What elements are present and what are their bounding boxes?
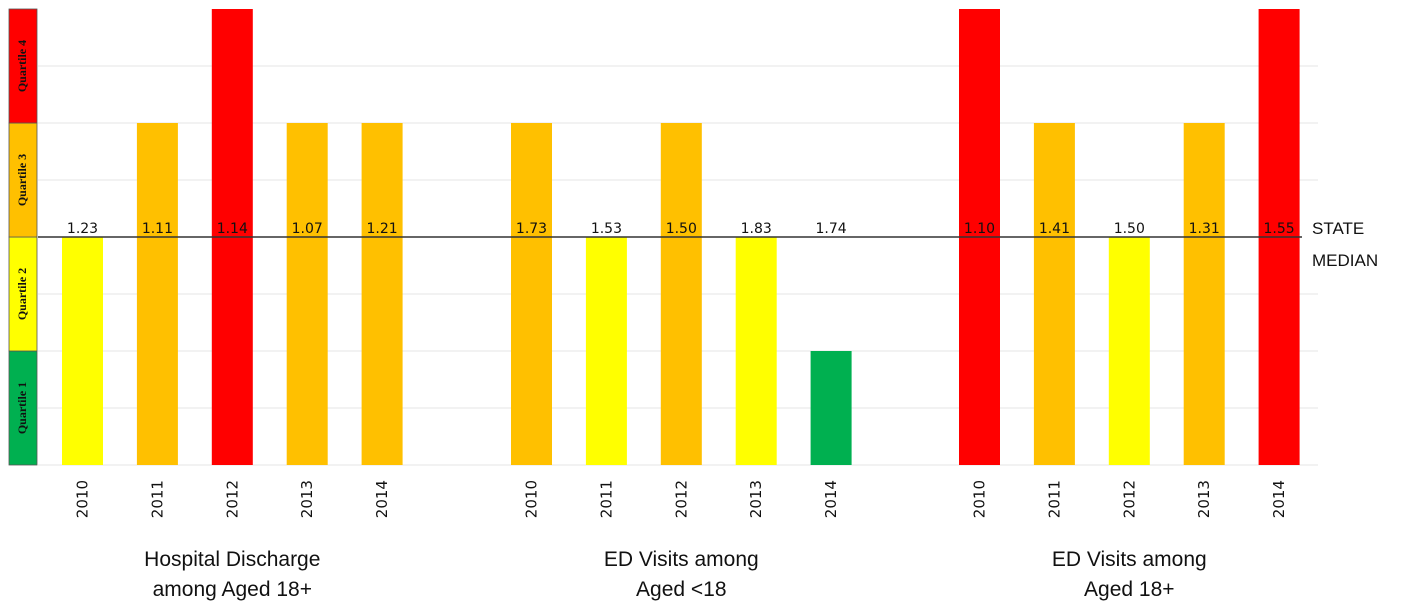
bar: [136, 123, 178, 465]
year-tick-label: 2013: [1195, 480, 1213, 518]
group-label: Aged <18: [636, 578, 727, 601]
group-label: among Aged 18+: [153, 578, 312, 601]
quartile-label-4: Quartile 4: [15, 40, 29, 92]
group-label: Hospital Discharge: [144, 548, 320, 571]
year-tick-labels: 2010 2011 2012 2013 2014 2010 2011 2012 2013 2014…: [74, 480, 1289, 518]
group-label: ED Visits among: [604, 548, 759, 571]
year-tick-label: 2010: [523, 480, 541, 518]
value-label: 1.10: [964, 221, 995, 237]
bar: [585, 237, 627, 465]
value-label: 1.23: [67, 221, 98, 237]
bar: [361, 123, 403, 465]
value-label: 1.50: [1114, 221, 1145, 237]
bar: [735, 237, 777, 465]
bar: [1108, 237, 1150, 465]
bar: [1183, 123, 1225, 465]
group-label: ED Visits among: [1052, 548, 1207, 571]
year-tick-label: 2012: [1120, 480, 1138, 518]
group-labels: Hospital Discharge among Aged 18+ ED Visit…: [144, 548, 1207, 601]
bar: [286, 123, 328, 465]
bars: [62, 9, 1300, 465]
year-tick-label: 2011: [597, 480, 615, 518]
year-tick-label: 2011: [1045, 480, 1063, 518]
quartile-label-1: Quartile 1: [15, 382, 29, 434]
quartile-band-3: [8, 122, 38, 238]
value-label: 1.50: [666, 221, 697, 237]
value-labels: 1.23 1.11 1.14 1.07 1.21 1.73 1.53 1.50 1.83 1.74…: [67, 221, 1295, 237]
bar: [511, 123, 552, 465]
bar: [660, 123, 702, 465]
quartile-label-3: Quartile 3: [15, 154, 29, 206]
value-label: 1.73: [516, 221, 547, 237]
value-label: 1.21: [367, 221, 398, 237]
value-label: 1.74: [816, 221, 847, 237]
bar: [62, 237, 103, 465]
year-tick-label: 2010: [971, 480, 989, 518]
year-tick-label: 2010: [74, 480, 92, 518]
value-label: 1.14: [217, 221, 248, 237]
value-label: 1.07: [292, 221, 323, 237]
bar: [1033, 123, 1075, 465]
quartile-band-1: [8, 350, 38, 466]
value-label: 1.53: [591, 221, 622, 237]
year-tick-label: 2011: [148, 480, 166, 518]
value-label: 1.83: [741, 221, 772, 237]
year-tick-label: 2014: [373, 480, 391, 518]
state-median-label: MEDIAN: [1312, 251, 1378, 270]
value-label: 1.11: [142, 221, 173, 237]
value-label: 1.31: [1189, 221, 1220, 237]
quartile-band-4: [8, 8, 38, 124]
year-tick-label: 2014: [1270, 480, 1288, 518]
group-label: Aged 18+: [1084, 578, 1175, 601]
year-tick-label: 2013: [747, 480, 765, 518]
year-tick-label: 2013: [298, 480, 316, 518]
year-tick-label: 2014: [822, 480, 840, 518]
value-label: 1.41: [1039, 221, 1070, 237]
year-tick-label: 2012: [223, 480, 241, 518]
state-median: STATE MEDIAN: [38, 219, 1378, 270]
quartile-legend: Quartile 1 Quartile 2 Quartile 3 Quartile 4: [8, 8, 38, 466]
state-median-label: STATE: [1312, 219, 1364, 238]
quartile-label-2: Quartile 2: [15, 268, 29, 320]
value-label: 1.55: [1264, 221, 1295, 237]
bar: [810, 351, 852, 465]
quartile-band-2: [8, 236, 38, 352]
year-tick-label: 2012: [672, 480, 690, 518]
